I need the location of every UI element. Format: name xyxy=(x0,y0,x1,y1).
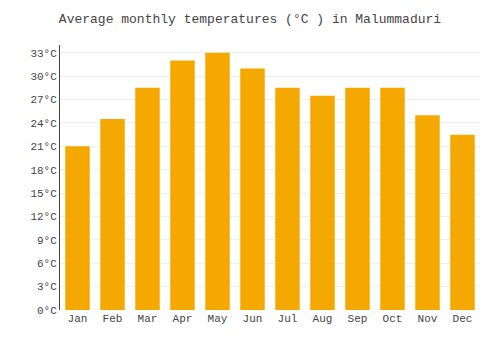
svg-text:0°C: 0°C xyxy=(37,305,57,317)
svg-text:15°C: 15°C xyxy=(30,188,57,200)
svg-text:Dec: Dec xyxy=(453,313,473,325)
svg-text:May: May xyxy=(208,313,228,325)
svg-text:Jun: Jun xyxy=(243,313,263,325)
svg-text:27°C: 27°C xyxy=(30,94,57,106)
svg-text:Sep: Sep xyxy=(348,313,368,325)
svg-text:18°C: 18°C xyxy=(30,165,57,177)
svg-text:Apr: Apr xyxy=(173,313,193,325)
svg-text:30°C: 30°C xyxy=(30,71,57,83)
svg-text:Oct: Oct xyxy=(383,313,403,325)
svg-text:Jul: Jul xyxy=(278,313,298,325)
svg-text:24°C: 24°C xyxy=(30,118,57,130)
svg-text:6°C: 6°C xyxy=(37,258,57,270)
svg-text:Feb: Feb xyxy=(103,313,123,325)
svg-text:Aug: Aug xyxy=(313,313,333,325)
svg-text:Jan: Jan xyxy=(68,313,88,325)
svg-text:12°C: 12°C xyxy=(30,211,57,223)
svg-text:3°C: 3°C xyxy=(37,281,57,293)
svg-text:Mar: Mar xyxy=(138,313,158,325)
svg-text:9°C: 9°C xyxy=(37,235,57,247)
svg-text:Average monthly temperatures (: Average monthly temperatures (°C ) in Ma… xyxy=(59,12,441,27)
svg-text:21°C: 21°C xyxy=(30,141,57,153)
svg-text:Nov: Nov xyxy=(418,313,438,325)
svg-text:33°C: 33°C xyxy=(30,48,57,60)
